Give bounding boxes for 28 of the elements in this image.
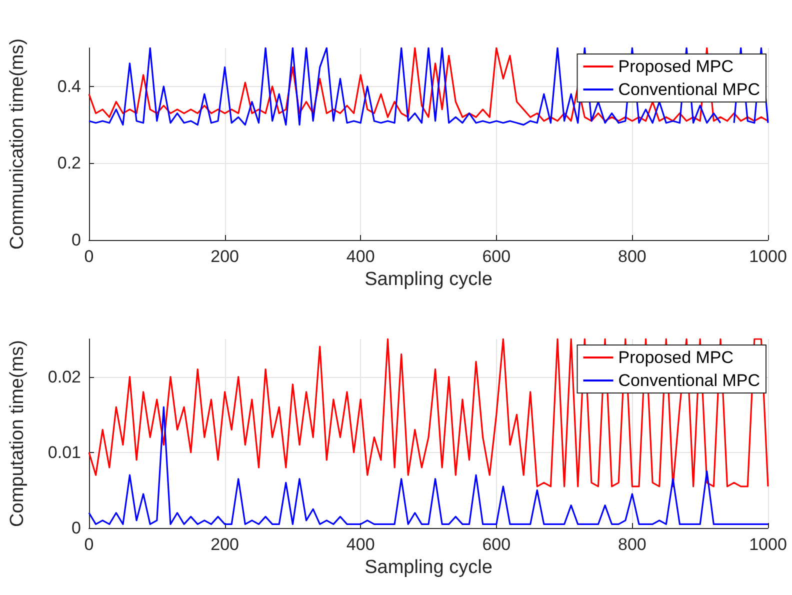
- x-tick-label: 0: [84, 535, 94, 554]
- x-tick-label: 400: [346, 247, 375, 266]
- x-axis-title: Sampling cycle: [364, 556, 492, 578]
- y-tick-label: 0.4: [57, 76, 81, 96]
- legend-label: Conventional MPC: [618, 371, 760, 390]
- y-tick-label: 0.02: [48, 367, 81, 386]
- x-tick-label: 600: [482, 247, 511, 266]
- x-tick-label: 200: [210, 535, 239, 554]
- y-tick-label: 0: [72, 518, 81, 538]
- line-series: [88, 406, 769, 526]
- y-tick-label: 0: [72, 230, 81, 250]
- y-tick-label: 0.2: [57, 154, 81, 173]
- x-tick-label: 0: [84, 247, 94, 266]
- x-tick-label: 800: [618, 535, 646, 554]
- legend-label: Proposed MPC: [618, 348, 734, 367]
- x-tick-label: 800: [618, 247, 646, 266]
- x-axis-title: Sampling cycle: [364, 268, 492, 290]
- y-axis-title: Computation time(ms): [7, 340, 28, 527]
- y-axis-title: Communication time(ms): [7, 38, 28, 250]
- y-tick-label: 0.01: [48, 442, 81, 462]
- x-tick-label: 1000: [749, 535, 787, 554]
- x-tick-label: 1000: [749, 247, 787, 266]
- line-series: [88, 338, 769, 488]
- legend-label: Proposed MPC: [618, 57, 734, 76]
- x-tick-label: 200: [210, 247, 239, 266]
- legend-label: Conventional MPC: [618, 80, 760, 99]
- x-tick-label: 400: [346, 535, 375, 554]
- x-tick-label: 600: [482, 535, 511, 554]
